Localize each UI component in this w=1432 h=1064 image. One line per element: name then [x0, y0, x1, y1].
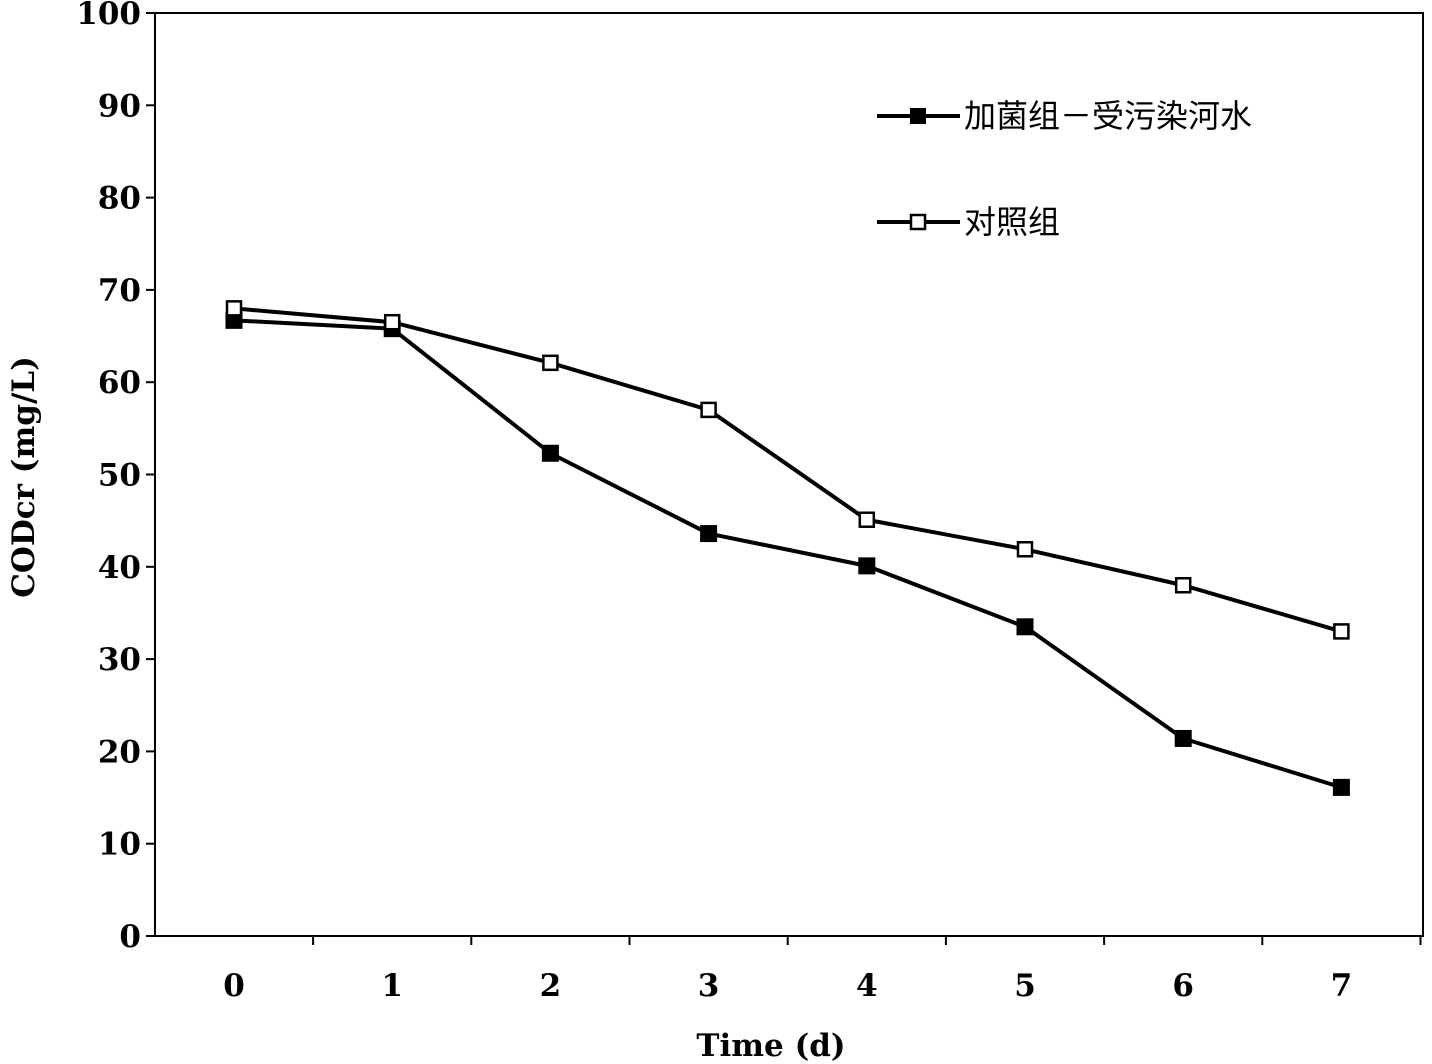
- series-layer: [225, 300, 1350, 796]
- data-point: [1016, 618, 1034, 636]
- y-tick-label: 40: [98, 550, 141, 586]
- y-tick-label: 50: [98, 458, 141, 494]
- series-line: [233, 318, 1342, 790]
- data-point: [1174, 577, 1192, 594]
- data-point: [542, 354, 559, 372]
- legend-label: 对照组: [964, 203, 1060, 241]
- data-point: [858, 511, 876, 528]
- data-point: [1016, 541, 1034, 558]
- x-tick-label: 5: [1014, 968, 1036, 1004]
- series-1: [225, 311, 1350, 796]
- legend-entry-1: 加菌组－受污染河水: [877, 97, 1252, 135]
- data-point: [700, 401, 717, 419]
- y-tick-label: 70: [98, 273, 141, 309]
- x-axis-title: Time (d): [696, 1028, 845, 1064]
- axes: 0 10 20 30 40 50 60 70 80 90 100 0 1 2 3 4 5 6 7: [76, 0, 1424, 1004]
- data-point: [700, 525, 718, 543]
- x-tick-label: 6: [1172, 968, 1194, 1004]
- x-tick-label: 7: [1331, 968, 1353, 1004]
- x-tick-label: 0: [223, 968, 245, 1004]
- y-tick-label: 100: [76, 0, 141, 32]
- data-point: [858, 557, 876, 575]
- y-tick-label: 10: [98, 827, 141, 863]
- y-tick-label: 0: [119, 919, 141, 955]
- data-point: [541, 444, 559, 462]
- x-tick-label: 2: [540, 968, 562, 1004]
- series-line: [233, 306, 1342, 634]
- data-point: [1333, 623, 1350, 640]
- legend-marker: [909, 213, 927, 231]
- data-point: [225, 300, 243, 317]
- x-tick-label: 4: [856, 968, 878, 1004]
- y-tick-label: 30: [98, 642, 141, 678]
- data-point: [1174, 729, 1192, 747]
- y-tick-label: 80: [98, 181, 141, 217]
- legend-entry-2: 对照组: [877, 203, 1060, 241]
- plot-frame: [154, 12, 1424, 937]
- legend-label: 加菌组－受污染河水: [964, 97, 1252, 135]
- y-tick-label: 20: [98, 734, 141, 770]
- x-tick-label: 3: [698, 968, 720, 1004]
- y-tick-label: 60: [98, 365, 141, 401]
- y-axis-title: CODcr (mg/L): [6, 356, 42, 598]
- x-tick-label: 1: [381, 968, 403, 1004]
- series-2: [225, 300, 1350, 640]
- legend-marker: [910, 108, 926, 124]
- y-tick-label: 90: [98, 88, 141, 124]
- data-point: [1332, 778, 1350, 796]
- data-point: [383, 313, 401, 331]
